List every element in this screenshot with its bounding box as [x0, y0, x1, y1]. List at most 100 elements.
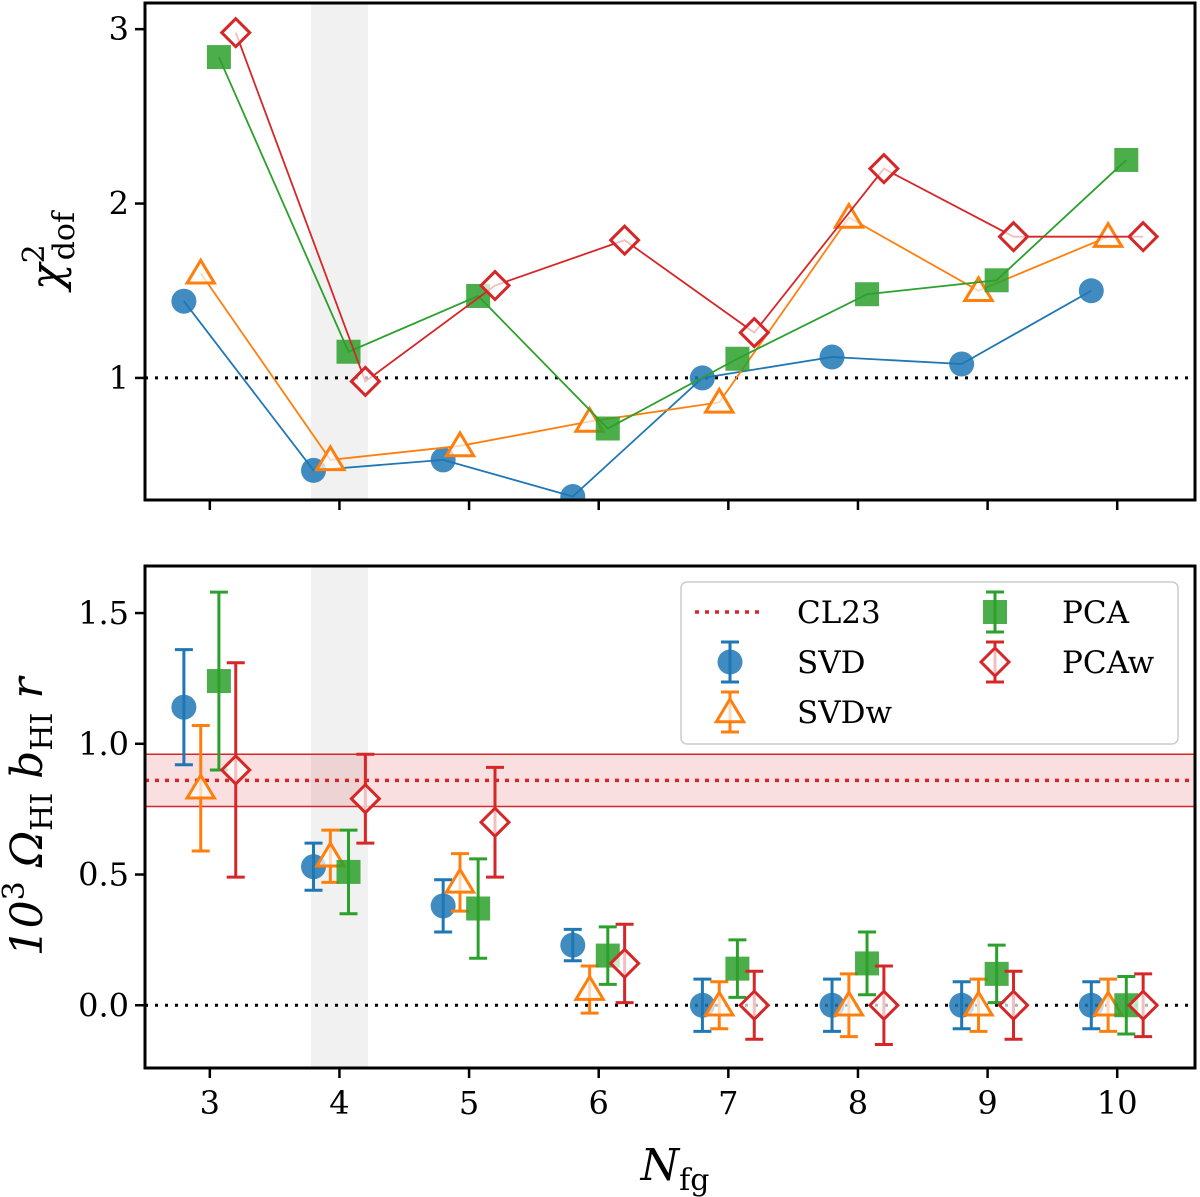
- point-pcaw-6: [608, 224, 641, 257]
- point-pca-5: [466, 896, 491, 921]
- point-svdw-3: [184, 257, 218, 285]
- series-line-pca: [218, 56, 1127, 430]
- y-axis-label-omega: 103 ΩHI bHI r: [0, 675, 60, 957]
- y-axis-label-chi2-sub: dof: [47, 210, 82, 260]
- point-pcaw-3: [219, 753, 252, 787]
- point-svdw-7: [702, 989, 736, 1017]
- legend-entry-pca: PCA: [983, 590, 1130, 634]
- point-svdw-9: [962, 989, 995, 1017]
- point-pca-9: [984, 268, 1009, 293]
- chi2-panel: 1 2 3: [109, 1, 1197, 510]
- point-pcaw-7: [738, 989, 771, 1022]
- y-axis-labels: χ2dof 103 ΩHI bHI r: [0, 210, 82, 956]
- y-axis-label-chi2-sup: 2: [17, 244, 52, 263]
- point-pca-4: [336, 859, 361, 884]
- point-pca-8: [855, 951, 880, 976]
- series-pcaw: [219, 16, 1160, 398]
- legend-marker-svd: [717, 649, 743, 675]
- point-pca-3: [206, 45, 231, 70]
- y-label-part: r: [2, 675, 53, 713]
- point-svdw-4: [314, 443, 347, 472]
- point-pcaw-7: [738, 316, 771, 349]
- series-svd: [171, 648, 1104, 1033]
- point-svdw-5: [443, 430, 477, 458]
- legend-entry-cl23: CL23: [695, 595, 881, 631]
- legend-label-pca: PCA: [1062, 595, 1130, 631]
- legend-box: [680, 581, 1179, 745]
- y-tick-label: 0.0: [78, 986, 129, 1024]
- x-tick-label: 7: [718, 1084, 738, 1122]
- point-pcaw-4: [349, 782, 382, 815]
- x-tick-label: 4: [329, 1084, 349, 1122]
- legend-entry-svdw: SVDw: [713, 690, 892, 734]
- point-svdw-5: [443, 866, 477, 894]
- y-tick-label: 0.5: [78, 856, 129, 894]
- point-svdw-10: [1091, 220, 1125, 248]
- shaded-band: [310, 566, 368, 1068]
- point-svd-6: [560, 484, 586, 500]
- point-pca-7: [725, 346, 750, 371]
- point-svd-3: [171, 694, 197, 720]
- point-pca-6: [595, 416, 620, 441]
- point-svdw-7: [702, 386, 736, 414]
- y-tick-label: 1.5: [78, 594, 129, 632]
- y-label-part: HI: [25, 793, 60, 831]
- y-label-part: HI: [25, 713, 60, 751]
- y-label-part: Ω: [2, 831, 53, 881]
- y-axis-label-chi2: χ2dof: [17, 210, 82, 293]
- omega-panel: 0.0 0.5 1.0 1.5 3 4 5 6 7 8 9 10: [78, 564, 1197, 1122]
- series-line-pcaw: [234, 32, 1144, 383]
- point-pcaw-9: [997, 989, 1030, 1022]
- legend-label-pcaw: PCAw: [1062, 645, 1155, 681]
- x-tick-label: 10: [1097, 1084, 1138, 1122]
- legend-marker-svdw: [713, 696, 747, 724]
- legend-label-svdw: SVDw: [797, 695, 892, 731]
- x-axis-label: Nfg: [640, 1140, 710, 1197]
- y-label-part: 10: [2, 900, 53, 956]
- series-svdw: [184, 201, 1125, 472]
- point-pcaw-8: [867, 152, 901, 185]
- point-pca-7: [725, 956, 750, 981]
- point-pcaw-8: [867, 989, 901, 1022]
- point-svd-8: [819, 344, 845, 370]
- series-pcaw: [219, 661, 1160, 1046]
- point-pcaw-5: [478, 269, 512, 302]
- x-tick-label: 3: [200, 1084, 220, 1122]
- y-tick-label: 2: [109, 185, 129, 223]
- y-tick-label: 1: [109, 359, 129, 397]
- legend-marker-pcaw: [978, 645, 1012, 679]
- point-pcaw-6: [608, 947, 641, 980]
- axes-frame: [143, 1, 1197, 502]
- point-pcaw-3: [219, 16, 252, 49]
- shaded-band: [310, 3, 368, 500]
- x-tick-label: 9: [977, 1084, 997, 1122]
- point-pca-10: [1114, 147, 1139, 172]
- x-tick-label: 5: [459, 1084, 479, 1122]
- legend: CL23 SVD SVDw PCA PCAw: [680, 581, 1179, 745]
- point-pcaw-5: [478, 806, 512, 839]
- legend-label-svd: SVD: [797, 645, 865, 681]
- point-pca-9: [984, 961, 1009, 986]
- plot-area: [145, 3, 1195, 500]
- y-tick-label: 3: [109, 10, 129, 48]
- point-pca-8: [855, 282, 880, 307]
- x-tick-label: 6: [589, 1084, 609, 1122]
- cl23-band: [145, 754, 1195, 807]
- legend-entry-svd: SVD: [717, 640, 865, 684]
- x-axis: Nfg: [640, 1140, 710, 1197]
- point-svdw-8: [832, 989, 866, 1017]
- point-pcaw-9: [997, 220, 1030, 253]
- point-pcaw-10: [1127, 220, 1160, 253]
- point-svd-3: [171, 288, 197, 314]
- legend-entry-pcaw: PCAw: [978, 640, 1155, 684]
- plot-area: [145, 566, 1195, 1068]
- point-svd-5: [430, 893, 456, 919]
- point-svdw-3: [184, 772, 218, 800]
- x-axis-label-main: N: [640, 1140, 681, 1191]
- y-label-part: b: [2, 751, 53, 793]
- legend-label-cl23: CL23: [797, 595, 881, 631]
- point-svd-6: [560, 932, 586, 958]
- x-axis-label-sub: fg: [679, 1163, 709, 1197]
- series-svdw: [184, 723, 1125, 1039]
